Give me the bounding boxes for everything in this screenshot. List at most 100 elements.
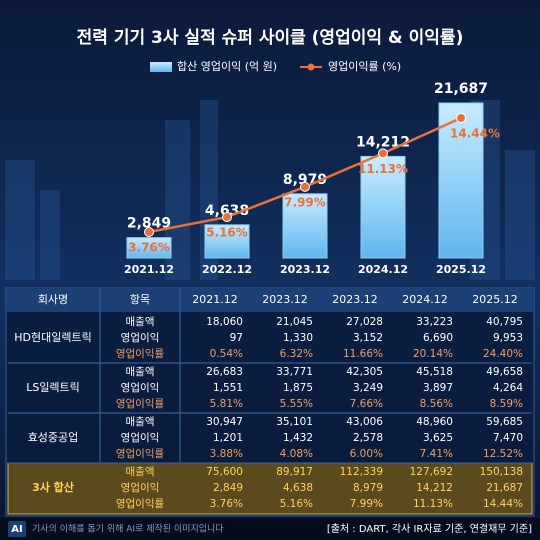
table-cell: 8.56% — [420, 398, 453, 410]
bar-value-label: 8,979 — [283, 172, 327, 188]
table-cell: 4.08% — [280, 448, 313, 460]
row-item: 영업이익 — [121, 381, 160, 394]
row-item: 매출액 — [126, 316, 155, 328]
table-cell: 0.54% — [210, 348, 243, 360]
table-cell: 2,849 — [213, 482, 243, 494]
table-cell: 7.99% — [350, 498, 383, 510]
line-value-label: 3.76% — [128, 241, 170, 255]
table-cell: 150,138 — [480, 466, 523, 478]
row-item: 영업이익 — [121, 331, 160, 344]
x-tick-label: 2024.12 — [358, 263, 408, 276]
table-cell: 6,690 — [423, 332, 453, 344]
table-cell: 7.66% — [350, 398, 383, 410]
table-cell: 42,305 — [346, 366, 383, 378]
table-cell: 2,578 — [353, 432, 383, 444]
total-highlight — [7, 462, 533, 515]
line-point — [456, 113, 466, 123]
legend-swatch — [307, 63, 315, 71]
table-cell: 8.59% — [490, 398, 523, 410]
line-value-label: 5.16% — [206, 226, 248, 240]
row-item: 영업이익률 — [116, 497, 165, 510]
table-cell: 49,658 — [486, 366, 523, 378]
bar — [438, 102, 484, 259]
row-item: 매출액 — [126, 466, 155, 478]
row-item: 매출액 — [126, 366, 155, 378]
table-cell: 33,223 — [416, 316, 453, 328]
x-tick-label: 2022.12 — [202, 263, 252, 276]
table-cell: 3,897 — [423, 382, 453, 394]
logo: AI — [11, 524, 22, 535]
table-cell: 14,212 — [416, 482, 453, 494]
table-cell: 1,330 — [283, 332, 313, 344]
table-cell: 1,875 — [283, 382, 313, 394]
table-cell: 5.16% — [280, 498, 313, 510]
table-cell: 27,028 — [346, 316, 383, 328]
table-cell: 3.88% — [210, 448, 243, 460]
table-cell: 6.32% — [280, 348, 313, 360]
table-cell: 1,432 — [283, 432, 313, 444]
table-cell: 1,201 — [213, 432, 243, 444]
table-cell: 35,101 — [276, 416, 313, 428]
table-cell: 7,470 — [493, 432, 523, 444]
table-cell: 30,947 — [206, 416, 243, 428]
table-cell: 14.44% — [483, 498, 523, 510]
row-item: 영업이익 — [121, 481, 160, 494]
bar — [204, 224, 250, 259]
table-cell: 24.40% — [483, 348, 523, 360]
chart-title: 전력 기기 3사 실적 슈퍼 사이클 (영업이익 & 이익률) — [77, 28, 464, 48]
table-header: 2021.12 — [192, 293, 238, 306]
table-cell: 6.00% — [350, 448, 383, 460]
bar-value-label: 2,849 — [127, 216, 171, 232]
table-cell: 75,600 — [206, 466, 243, 478]
bar-value-label: 21,687 — [434, 81, 488, 97]
table-header: 2023.12 — [332, 293, 378, 306]
bar — [282, 193, 328, 259]
table-cell: 3,152 — [353, 332, 383, 344]
line-value-label: 7.99% — [284, 195, 326, 209]
table-cell: 26,683 — [206, 366, 243, 378]
table-cell: 112,339 — [340, 466, 383, 478]
line-value-label: 11.13% — [358, 162, 408, 176]
row-item: 매출액 — [126, 416, 155, 428]
table-cell: 40,795 — [486, 316, 523, 328]
table-header: 2025.12 — [472, 293, 518, 306]
company-name: HD현대일렉트릭 — [14, 330, 91, 344]
table-cell: 3,249 — [353, 382, 383, 394]
table-cell: 3.76% — [210, 498, 243, 510]
table-cell: 8,979 — [353, 482, 383, 494]
table-cell: 89,917 — [276, 466, 313, 478]
line-point — [144, 227, 154, 237]
footer-bg — [0, 518, 540, 540]
bar-value-label: 4,638 — [205, 203, 249, 219]
table-cell: 5.55% — [280, 398, 313, 410]
table-cell: 11.13% — [413, 498, 453, 510]
table-header: 회사명 — [38, 293, 68, 306]
table-cell: 4,264 — [493, 382, 523, 394]
table-cell: 48,960 — [416, 416, 453, 428]
row-item: 영업이익률 — [116, 397, 165, 410]
line-point — [222, 212, 232, 223]
line-point — [378, 148, 388, 159]
table-cell: 18,060 — [206, 316, 243, 328]
x-tick-label: 2025.12 — [436, 263, 486, 276]
company-name: LS일렉트릭 — [26, 380, 80, 394]
x-tick-label: 2023.12 — [280, 263, 330, 276]
table-header: 2024.12 — [402, 293, 448, 306]
row-item: 영업이익률 — [116, 347, 165, 360]
footer-source: [출처 : DART, 각사 IR자료 기준, 연결재무 기준] — [327, 523, 532, 535]
table-header: 항목 — [130, 293, 150, 306]
row-item: 영업이익 — [121, 431, 160, 444]
table-cell: 59,685 — [486, 416, 523, 428]
table-cell: 12.52% — [483, 448, 523, 460]
legend-swatch — [150, 62, 172, 72]
company-name: 효성중공업 — [28, 431, 79, 444]
line-point — [300, 181, 310, 192]
table-cell: 43,006 — [346, 416, 383, 428]
legend-label: 합산 영업이익 (억 원) — [177, 60, 277, 73]
legend-label: 영업이익률 (%) — [328, 60, 401, 73]
footer-note: 기사의 이해를 돕기 위해 AI로 제작된 이미지입니다 — [32, 523, 224, 535]
table-cell: 45,518 — [416, 366, 453, 378]
table-cell: 7.41% — [420, 448, 453, 460]
table-cell: 9,953 — [493, 332, 523, 344]
